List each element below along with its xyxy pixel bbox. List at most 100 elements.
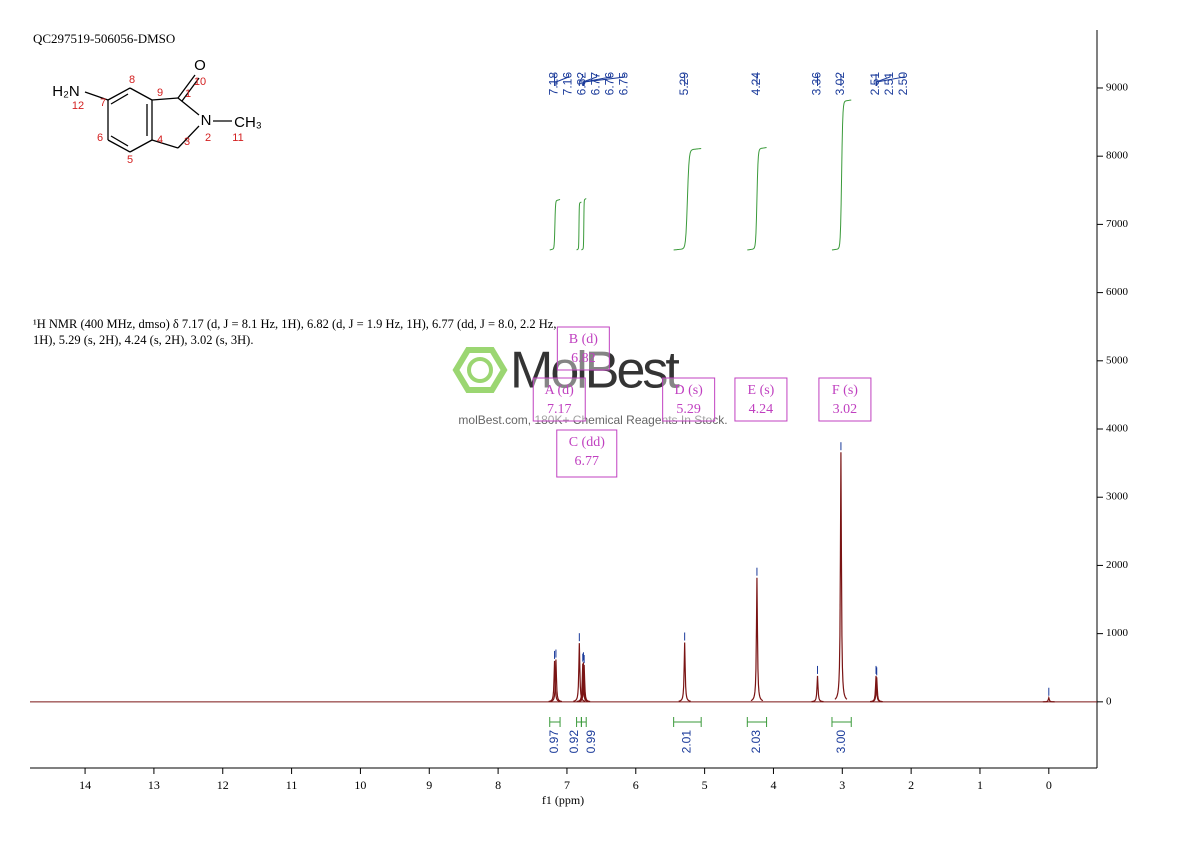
x-tick-label: 2	[908, 778, 914, 792]
x-tick-label: 6	[633, 778, 639, 792]
peak-label: 7.18	[547, 72, 561, 96]
integral-curve	[831, 99, 852, 251]
atom-locant: 7	[100, 97, 106, 109]
peak-label: 4.24	[749, 72, 763, 96]
multiplet-shift: 6.82	[571, 351, 596, 366]
y-tick-label: 8000	[1106, 150, 1129, 162]
y-tick-label: 2000	[1106, 559, 1129, 571]
peak	[578, 664, 591, 703]
multiplet-box	[818, 377, 872, 422]
peak-label: 6.75	[617, 72, 631, 96]
watermark-text: molBest.com, 180K+ Chemical Reagents In …	[458, 413, 727, 427]
peak	[834, 452, 848, 700]
chart-title: QC297519-506056-DMSO	[33, 31, 175, 46]
x-tick-label: 4	[770, 778, 776, 792]
multiplet-label: C (dd)	[569, 435, 606, 450]
multiplet-shift: 5.29	[676, 402, 701, 417]
x-tick-label: 11	[286, 778, 298, 792]
peak-label-connector	[876, 74, 905, 86]
watermark-logo	[452, 347, 508, 393]
multiplet-box	[556, 326, 610, 371]
molecule-bonds	[84, 74, 232, 153]
multiplet-shift: 3.02	[833, 402, 858, 417]
peak-label-connector	[555, 74, 570, 86]
atom-label: O	[194, 57, 206, 74]
multiplet-shift: 6.77	[575, 454, 600, 469]
integral-curve	[576, 201, 582, 251]
multiplet-box	[734, 377, 788, 422]
multiplet-label: B (d)	[569, 332, 599, 347]
atom-locant: 12	[72, 100, 84, 112]
peak	[549, 659, 563, 703]
multiplet-label: D (s)	[674, 383, 703, 398]
peak-label-connector	[582, 74, 598, 86]
x-tick-label: 9	[426, 778, 432, 792]
integral-label: 0.97	[547, 730, 561, 754]
multiplet-shift: 7.17	[547, 402, 572, 417]
y-tick-label: 6000	[1106, 286, 1129, 298]
x-tick-label: 10	[354, 778, 366, 792]
integral-label: 0.99	[584, 730, 598, 754]
atom-label: CH₃	[234, 114, 262, 131]
watermark-logo-text: MolBest	[510, 342, 680, 400]
integral-curve	[747, 147, 767, 251]
x-tick-label: 7	[564, 778, 570, 792]
integral-label: 0.92	[567, 730, 581, 754]
peak	[811, 675, 824, 703]
atom-label: H₂N	[52, 83, 80, 100]
atom-locant: 11	[232, 132, 243, 144]
y-tick-label: 7000	[1106, 218, 1129, 230]
atom-label: N	[201, 112, 212, 129]
integral-curve	[673, 148, 702, 251]
atom-locant: 10	[194, 76, 206, 88]
atom-locant: 9	[157, 87, 163, 99]
integral-curve	[581, 198, 587, 251]
atom-locant: 2	[205, 132, 211, 144]
peak-label: 2.51	[882, 72, 896, 96]
y-tick-label: 0	[1106, 695, 1112, 707]
x-tick-label: 12	[217, 778, 229, 792]
multiplet-shift: 4.24	[749, 402, 774, 417]
x-tick-label: 14	[79, 778, 91, 792]
peak-label-connector	[875, 74, 891, 86]
peak	[870, 677, 883, 703]
peak	[678, 642, 691, 702]
atom-locant: 8	[129, 74, 135, 86]
peak-label: 3.36	[810, 72, 824, 96]
atom-locant: 3	[184, 136, 190, 148]
y-tick-label: 9000	[1106, 82, 1129, 94]
peak-label-connector	[578, 74, 584, 86]
y-tick-label: 3000	[1106, 491, 1129, 503]
peak	[750, 577, 764, 702]
y-tick-label: 1000	[1106, 627, 1129, 639]
peak	[573, 643, 586, 702]
y-tick-label: 4000	[1106, 423, 1129, 435]
integral-label: 3.00	[834, 730, 848, 754]
x-tick-label: 8	[495, 778, 501, 792]
x-axis-label: f1 (ppm)	[542, 793, 584, 807]
x-tick-label: 5	[702, 778, 708, 792]
atom-locant: 4	[157, 134, 163, 146]
x-tick-label: 13	[148, 778, 160, 792]
multiplet-box	[532, 377, 586, 422]
integral-label: 2.01	[680, 730, 694, 754]
peak-label-connector	[583, 74, 626, 86]
atom-locant: 5	[127, 154, 133, 166]
peak-label: 2.51	[868, 72, 882, 96]
peak-label-connector	[582, 74, 612, 86]
nmr-annotation: ¹H NMR (400 MHz, dmso) δ 7.17 (d, J = 8.…	[33, 317, 557, 347]
peak-label: 5.29	[677, 72, 691, 96]
x-tick-label: 1	[977, 778, 983, 792]
peak-label: 6.76	[603, 72, 617, 96]
peak	[1042, 695, 1055, 703]
atom-locant: 1	[185, 88, 191, 100]
peak-label: 6.82	[575, 72, 589, 96]
multiplet-label: E (s)	[748, 383, 775, 398]
integral-curve	[549, 198, 561, 251]
x-tick-label: 0	[1046, 778, 1052, 792]
x-tick-label: 3	[839, 778, 845, 792]
peak-label: 6.77	[589, 72, 603, 96]
peak-label: 7.16	[561, 72, 575, 96]
